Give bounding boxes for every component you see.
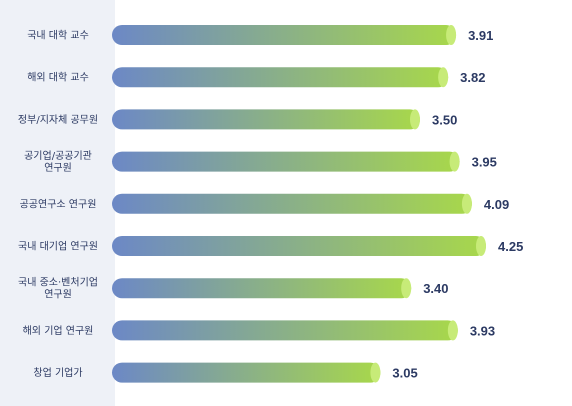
bar-end-cap bbox=[476, 236, 486, 256]
category-label: 국내 대학 교수 bbox=[27, 30, 89, 42]
bar-end-cap bbox=[438, 67, 449, 88]
category-label-line: 연구원 bbox=[44, 289, 72, 301]
value-label: 4.25 bbox=[498, 239, 523, 254]
category-label-line: 해외 대학 교수 bbox=[27, 71, 89, 84]
bar-row: 국내 대학 교수 3.91 bbox=[27, 25, 493, 45]
bar-row: 해외 기업 연구원 3.93 bbox=[23, 320, 495, 341]
bar-row: 정부/지자체 공무원 3.50 bbox=[18, 109, 457, 130]
category-label: 해외 대학 교수 bbox=[27, 71, 89, 84]
bar-row: 창업 기업가 3.05 bbox=[33, 362, 418, 383]
category-label: 창업 기업가 bbox=[33, 366, 82, 379]
category-label: 국내 대기업 연구원 bbox=[18, 240, 98, 253]
bar bbox=[112, 362, 381, 383]
bar-end-cap bbox=[370, 362, 381, 383]
category-label-line: 연구원 bbox=[44, 162, 72, 174]
bar bbox=[112, 278, 412, 299]
category-label: 공공연구소 연구원 bbox=[20, 198, 97, 210]
category-label: 해외 기업 연구원 bbox=[23, 324, 94, 337]
bar bbox=[112, 193, 472, 214]
category-label-line: 해외 기업 연구원 bbox=[23, 324, 94, 337]
category-label: 정부/지자체 공무원 bbox=[18, 114, 98, 126]
value-label: 3.40 bbox=[423, 281, 448, 296]
value-label: 3.91 bbox=[468, 28, 493, 43]
bar bbox=[112, 151, 460, 172]
bar bbox=[112, 236, 486, 256]
bar-end-cap bbox=[410, 109, 420, 130]
bar-row: 해외 대학 교수 3.82 bbox=[27, 67, 485, 88]
bar bbox=[112, 320, 458, 341]
bar-end-cap bbox=[461, 193, 472, 214]
value-label: 4.09 bbox=[484, 197, 509, 212]
category-label-line: 공기업/공공기관 bbox=[24, 149, 92, 162]
category-label-line: 공공연구소 연구원 bbox=[20, 198, 97, 210]
category-label-line: 국내 중소·벤처기업 bbox=[18, 276, 98, 289]
bar bbox=[112, 25, 457, 45]
bar-end-cap bbox=[401, 278, 412, 299]
bars-layer: 국내 대학 교수 3.91 해외 대학 교수 3.82 정부/지자체 공무원 3.50 공기… bbox=[18, 25, 523, 383]
bar bbox=[112, 109, 420, 130]
bar-end-cap bbox=[449, 151, 460, 172]
bar bbox=[112, 67, 449, 88]
value-label: 3.93 bbox=[470, 323, 495, 338]
value-label: 3.05 bbox=[392, 366, 417, 381]
value-label: 3.50 bbox=[432, 112, 457, 127]
category-label-line: 창업 기업가 bbox=[33, 366, 82, 379]
bar-row: 공기업/공공기관 연구원 3.95 bbox=[24, 149, 497, 174]
bar-end-cap bbox=[447, 320, 458, 341]
category-label: 국내 중소·벤처기업 연구원 bbox=[18, 276, 98, 301]
category-label-line: 국내 대학 교수 bbox=[27, 30, 89, 42]
category-label-panel bbox=[0, 0, 115, 406]
bar-row: 국내 대기업 연구원 4.25 bbox=[18, 236, 523, 256]
bar-row: 공공연구소 연구원 4.09 bbox=[20, 193, 509, 214]
value-label: 3.95 bbox=[472, 155, 497, 170]
category-label: 공기업/공공기관 연구원 bbox=[24, 149, 92, 174]
category-label-line: 국내 대기업 연구원 bbox=[18, 240, 98, 253]
category-label-line: 정부/지자체 공무원 bbox=[18, 114, 98, 126]
bar-end-cap bbox=[446, 25, 457, 45]
bar-row: 국내 중소·벤처기업 연구원 3.40 bbox=[18, 276, 448, 301]
value-label: 3.82 bbox=[460, 70, 485, 85]
